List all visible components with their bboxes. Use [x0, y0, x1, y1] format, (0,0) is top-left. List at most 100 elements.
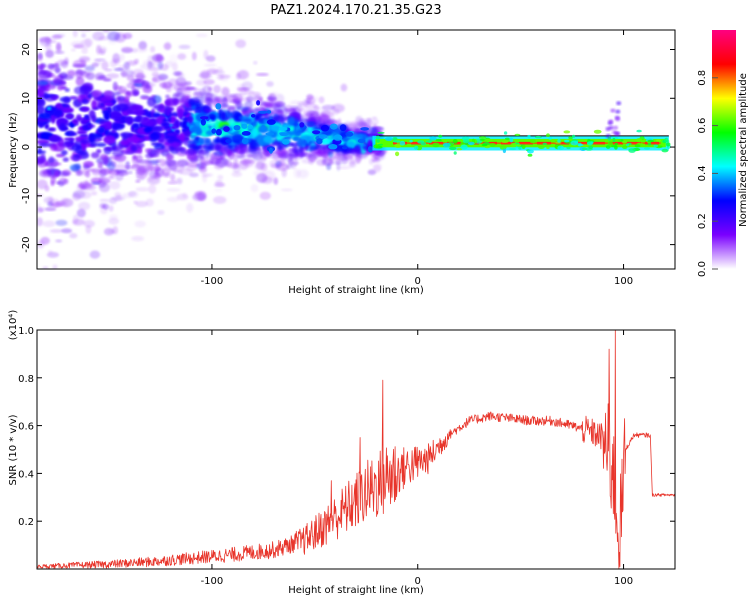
snr-ytick-label: 0.6 — [18, 422, 34, 433]
noise-blob — [50, 95, 60, 100]
noise-blob — [106, 73, 120, 79]
carrier-speckle — [607, 141, 613, 146]
bright-blob — [312, 130, 321, 135]
feature-blob — [610, 108, 616, 113]
noise-blob — [69, 164, 81, 172]
noise-blob — [349, 120, 359, 126]
top-xtick-label: 0 — [415, 276, 421, 287]
noise-blob — [55, 239, 63, 243]
bright-blob — [320, 124, 330, 132]
noise-blob — [167, 106, 175, 112]
noise-blob — [275, 163, 290, 171]
carrier-speckle — [460, 144, 468, 150]
spectrogram-ylabel: Frequency (Hz) — [8, 112, 19, 188]
noise-blob — [147, 176, 161, 185]
noise-blob — [48, 134, 62, 143]
noise-blob — [288, 156, 294, 167]
noise-blob — [56, 181, 61, 185]
noise-blob — [99, 96, 114, 102]
noise-blob — [145, 153, 154, 159]
noise-blob — [214, 138, 225, 144]
noise-blob — [132, 88, 140, 96]
noise-blob — [128, 170, 133, 175]
carrier-speckle — [529, 139, 536, 144]
noise-blob — [174, 128, 181, 134]
noise-blob — [221, 87, 230, 97]
carrier-speckle — [392, 140, 401, 143]
feature-blob — [605, 126, 611, 131]
noise-blob — [255, 72, 269, 77]
noise-blob — [112, 145, 123, 151]
noise-blob — [132, 123, 140, 130]
noise-blob — [274, 155, 286, 163]
noise-blob — [367, 139, 372, 147]
carrier-speckle — [376, 139, 380, 143]
bright-blob — [200, 116, 209, 120]
noise-blob — [76, 130, 88, 135]
noise-blob — [179, 147, 186, 154]
noise-blob — [75, 76, 85, 87]
carrier-speckle — [377, 131, 385, 134]
noise-blob — [173, 98, 179, 107]
carrier-speckle — [414, 145, 419, 150]
noise-blob — [141, 81, 150, 86]
noise-blob — [152, 75, 162, 83]
noise-blob — [197, 191, 207, 202]
noise-blob — [346, 153, 354, 159]
carrier-speckle — [653, 144, 658, 148]
bright-blob — [215, 128, 222, 136]
noise-blob — [220, 111, 227, 121]
carrier-speckle — [510, 142, 517, 148]
carrier-speckle — [377, 143, 384, 146]
noise-blob — [113, 68, 124, 71]
snr-ytick-label: 0.8 — [18, 374, 34, 385]
carrier-speckle — [614, 145, 618, 150]
noise-blob — [171, 141, 182, 148]
noise-blob — [195, 128, 203, 136]
bright-blob — [357, 138, 366, 144]
noise-blob — [235, 72, 242, 80]
carrier-speckle — [460, 142, 466, 145]
noise-blob — [37, 203, 41, 210]
noise-blob — [37, 80, 49, 86]
noise-blob — [189, 134, 197, 141]
noise-blob — [88, 133, 96, 144]
noise-blob — [60, 107, 74, 114]
noise-blob — [163, 42, 172, 50]
bright-blob — [200, 119, 206, 126]
bright-blob — [241, 131, 251, 136]
noise-blob — [48, 162, 62, 166]
noise-blob — [166, 196, 180, 203]
noise-blob — [37, 105, 46, 115]
noise-blob — [50, 180, 55, 187]
carrier-speckle — [452, 139, 458, 144]
noise-blob — [292, 143, 303, 154]
carrier-speckle — [593, 129, 602, 134]
noise-blob — [64, 114, 75, 119]
noise-blob — [119, 53, 125, 62]
noise-blob — [302, 102, 309, 107]
colorbar-tick-label: 0.6 — [697, 118, 708, 134]
noise-blob — [206, 68, 219, 74]
noise-blob — [166, 153, 174, 161]
feature-blob — [614, 131, 620, 136]
carrier-speckle — [626, 143, 630, 147]
noise-blob — [140, 118, 154, 127]
carrier-speckle — [538, 146, 545, 149]
noise-blob — [139, 160, 152, 171]
bright-blob — [278, 126, 288, 131]
noise-blob — [227, 105, 236, 111]
noise-blob — [45, 49, 54, 58]
noise-blob — [169, 112, 180, 118]
noise-blob — [177, 53, 187, 60]
carrier-speckle — [373, 144, 380, 149]
noise-blob — [47, 0, 57, 1]
noise-blob — [264, 103, 274, 108]
spectrogram-frame — [36, 29, 676, 270]
noise-blob — [205, 160, 212, 164]
bright-blob — [256, 100, 261, 106]
noise-blob — [53, 33, 66, 38]
top-xtick-label: -100 — [201, 276, 224, 287]
noise-blob — [186, 161, 200, 168]
